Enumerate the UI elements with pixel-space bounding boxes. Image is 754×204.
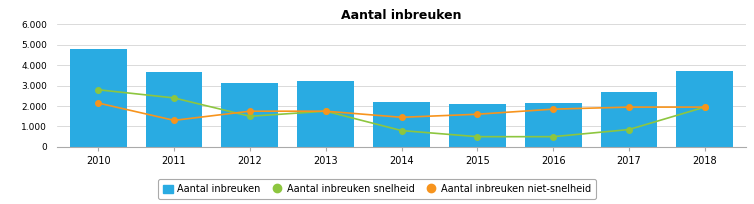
Bar <box>373 102 430 147</box>
Bar <box>297 81 354 147</box>
Bar <box>600 92 657 147</box>
Title: Aantal inbreuken: Aantal inbreuken <box>342 9 461 22</box>
Bar <box>70 49 127 147</box>
Bar <box>676 71 733 147</box>
Bar <box>146 72 203 147</box>
Bar <box>525 103 581 147</box>
Bar <box>449 104 506 147</box>
Bar <box>222 83 278 147</box>
Legend: Aantal inbreuken, Aantal inbreuken snelheid, Aantal inbreuken niet-snelheid: Aantal inbreuken, Aantal inbreuken snelh… <box>158 179 596 199</box>
